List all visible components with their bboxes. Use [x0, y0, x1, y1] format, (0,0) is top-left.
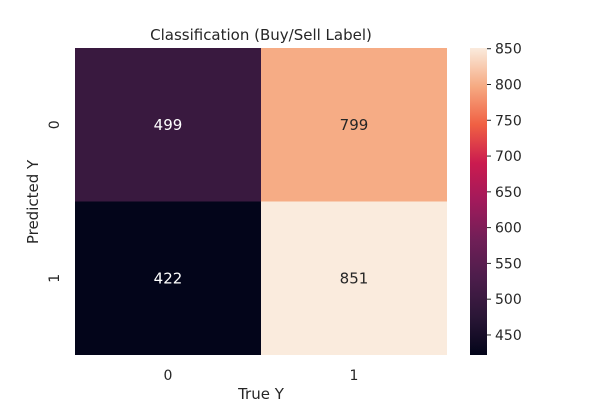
colorbar-tick-label-8: 850 — [495, 42, 522, 58]
x-tick-label-1: 1 — [350, 368, 359, 384]
colorbar-tick-label-2: 550 — [495, 256, 522, 272]
cell-value-0-1: 799 — [340, 116, 369, 134]
colorbar-tick-label-0: 450 — [495, 328, 522, 344]
colorbar-tick-label-1: 500 — [495, 292, 522, 308]
y-axis-label: Predicted Y — [24, 159, 42, 244]
colorbar-ticks: 450 500 550 600 650 700 750 800 850 — [487, 42, 522, 344]
y-axis-ticks: 01 — [47, 120, 63, 282]
cell-value-1-0: 422 — [154, 269, 183, 287]
heatmap-cell-0-0 — [75, 48, 261, 202]
heatmap-cell-1-1 — [261, 201, 447, 355]
cell-value-labels: 499 799 422 851 — [154, 116, 369, 288]
colorbar-tick-label-4: 650 — [495, 185, 522, 201]
y-tick-label-0: 0 — [47, 120, 63, 129]
x-axis-label: True Y — [237, 385, 285, 400]
heatmap-cells — [75, 48, 447, 355]
colorbar — [470, 48, 487, 355]
y-tick-label-1: 1 — [47, 274, 63, 283]
cell-value-0-0: 499 — [154, 116, 183, 134]
heatmap-cell-0-1 — [261, 48, 447, 202]
colorbar-tick-label-5: 700 — [495, 149, 522, 165]
colorbar-tick-label-7: 800 — [495, 77, 522, 93]
heatmap-cell-1-0 — [75, 201, 261, 355]
colorbar-tick-label-6: 750 — [495, 113, 522, 129]
chart-title: Classification (Buy/Sell Label) — [150, 26, 372, 44]
cell-value-1-1: 851 — [340, 269, 369, 287]
colorbar-tick-label-3: 600 — [495, 221, 522, 237]
x-tick-label-0: 0 — [164, 368, 173, 384]
